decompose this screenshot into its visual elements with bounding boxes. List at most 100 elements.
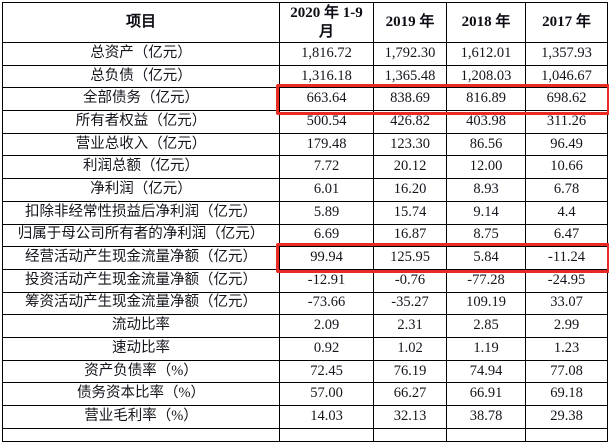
row-value: 7.72 — [279, 155, 374, 180]
row-value: 500.54 — [279, 110, 374, 134]
row-value: 1,792.30 — [373, 42, 447, 66]
header-row: 项目 2020 年 1-9 月 2019 年 2018 年 2017 年 — [2, 2, 608, 43]
column-header-period: 2019 年 — [373, 2, 447, 43]
table-body: 总资产（亿元） 1,816.72 1,792.30 1,612.01 1,357.93 总… — [2, 42, 608, 442]
row-value: 1.02 — [373, 336, 447, 361]
row-value: 698.62 — [525, 87, 608, 112]
row-value: 6.01 — [279, 178, 374, 202]
table-row: 利润总额（亿元） 7.72 20.12 12.00 10.66 — [2, 155, 608, 180]
table-row: 总负债（亿元） 1,316.18 1,365.48 1,208.03 1,046.67 — [2, 64, 608, 89]
row-value: 20.12 — [373, 155, 447, 180]
table-row: 速动比率 0.92 1.02 1.19 1.23 — [2, 336, 608, 361]
row-value: 1,816.72 — [279, 42, 374, 66]
row-label: 所有者权益（亿元） — [2, 110, 280, 134]
row-value: 1,046.67 — [525, 64, 608, 89]
row-value: 14.03 — [279, 405, 374, 429]
row-value: 10.66 — [525, 155, 608, 180]
row-value: 1,316.18 — [279, 64, 374, 89]
row-value: 1,612.01 — [446, 42, 526, 66]
row-value: -24.95 — [525, 268, 608, 293]
row-value — [2, 427, 280, 442]
table-row: 投资活动产生现金流量净额（亿元） -12.91 -0.76 -77.28 -24.95 — [2, 268, 608, 293]
row-value: -35.27 — [373, 291, 447, 316]
row-value: -0.76 — [373, 268, 447, 293]
row-label: 全部债务（亿元） — [2, 87, 280, 112]
row-value: 66.91 — [446, 382, 526, 406]
row-value: 2.31 — [373, 314, 447, 338]
row-value: 76.19 — [373, 359, 447, 384]
row-value: 69.18 — [525, 382, 608, 406]
row-value: 1.23 — [525, 336, 608, 361]
row-value: 109.19 — [446, 291, 526, 316]
table-row: 资产负债率（%） 72.45 76.19 74.94 77.08 — [2, 359, 608, 384]
row-label: 归属于母公司所有者的净利润（亿元） — [2, 223, 280, 248]
column-header-period: 2017 年 — [525, 2, 608, 43]
row-label: 扣除非经常性损益后净利润（亿元） — [2, 200, 280, 225]
row-value: 12.00 — [446, 155, 526, 180]
row-value: 72.45 — [279, 359, 374, 384]
row-value: 403.98 — [446, 110, 526, 134]
column-header-period: 2018 年 — [446, 2, 526, 43]
row-value: 123.30 — [373, 132, 447, 157]
table-header: 项目 2020 年 1-9 月 2019 年 2018 年 2017 年 — [2, 2, 608, 43]
row-value — [279, 427, 374, 442]
row-value: 816.89 — [446, 87, 526, 112]
column-header-period: 2020 年 1-9 月 — [279, 2, 374, 43]
table-row: 净利润（亿元） 6.01 16.20 8.93 6.78 — [2, 178, 608, 202]
table-row: 债务资本比率（%） 57.00 66.27 66.91 69.18 — [2, 382, 608, 406]
row-value — [446, 427, 526, 442]
table-row: 营业总收入（亿元） 179.48 123.30 86.56 96.49 — [2, 132, 608, 157]
row-label: 营业总收入（亿元） — [2, 132, 280, 157]
row-value: 6.69 — [279, 223, 374, 248]
row-label: 营业毛利率（%） — [2, 405, 280, 429]
row-value: 838.69 — [373, 87, 447, 112]
row-value — [373, 427, 447, 442]
row-value: 426.82 — [373, 110, 447, 134]
table-row: 扣除非经常性损益后净利润（亿元） 5.89 15.74 9.14 4.4 — [2, 200, 608, 225]
row-value: 2.85 — [446, 314, 526, 338]
row-value: 86.56 — [446, 132, 526, 157]
row-value: 2.09 — [279, 314, 374, 338]
row-value: 57.00 — [279, 382, 374, 406]
row-value: 5.89 — [279, 200, 374, 225]
row-value: 0.92 — [279, 336, 374, 361]
row-value: 8.75 — [446, 223, 526, 248]
row-value: 6.47 — [525, 223, 608, 248]
row-label: 利润总额（亿元） — [2, 155, 280, 180]
row-value: 74.94 — [446, 359, 526, 384]
table-row: 所有者权益（亿元） 500.54 426.82 403.98 311.26 — [2, 110, 608, 134]
row-value: 663.64 — [279, 87, 374, 112]
table-row-partial — [2, 427, 608, 442]
row-value: -73.66 — [279, 291, 374, 316]
row-value: 9.14 — [446, 200, 526, 225]
row-value: 15.74 — [373, 200, 447, 225]
row-value: 1,365.48 — [373, 64, 447, 89]
table-row: 总资产（亿元） 1,816.72 1,792.30 1,612.01 1,357.93 — [2, 42, 608, 66]
row-value: -11.24 — [525, 246, 608, 270]
row-value: -77.28 — [446, 268, 526, 293]
row-label: 债务资本比率（%） — [2, 382, 280, 406]
table-row: 归属于母公司所有者的净利润（亿元） 6.69 16.87 8.75 6.47 — [2, 223, 608, 248]
row-value: 311.26 — [525, 110, 608, 134]
table-row: 筹资活动产生现金流量净额（亿元） -73.66 -35.27 109.19 33.07 — [2, 291, 608, 316]
row-value: 8.93 — [446, 178, 526, 202]
row-label: 投资活动产生现金流量净额（亿元） — [2, 268, 280, 293]
row-label: 资产负债率（%） — [2, 359, 280, 384]
row-value: 32.13 — [373, 405, 447, 429]
row-value: 125.95 — [373, 246, 447, 270]
row-value: 16.87 — [373, 223, 447, 248]
row-value: 29.38 — [525, 405, 608, 429]
row-value: 38.78 — [446, 405, 526, 429]
row-value: 6.78 — [525, 178, 608, 202]
row-value: 66.27 — [373, 382, 447, 406]
row-label: 总负债（亿元） — [2, 64, 280, 89]
row-label: 速动比率 — [2, 336, 280, 361]
row-value: 96.49 — [525, 132, 608, 157]
row-value: 33.07 — [525, 291, 608, 316]
table-row: 流动比率 2.09 2.31 2.85 2.99 — [2, 314, 608, 338]
row-label: 流动比率 — [2, 314, 280, 338]
row-value: 16.20 — [373, 178, 447, 202]
row-label: 经营活动产生现金流量净额（亿元） — [2, 246, 280, 270]
row-value: 99.94 — [279, 246, 374, 270]
